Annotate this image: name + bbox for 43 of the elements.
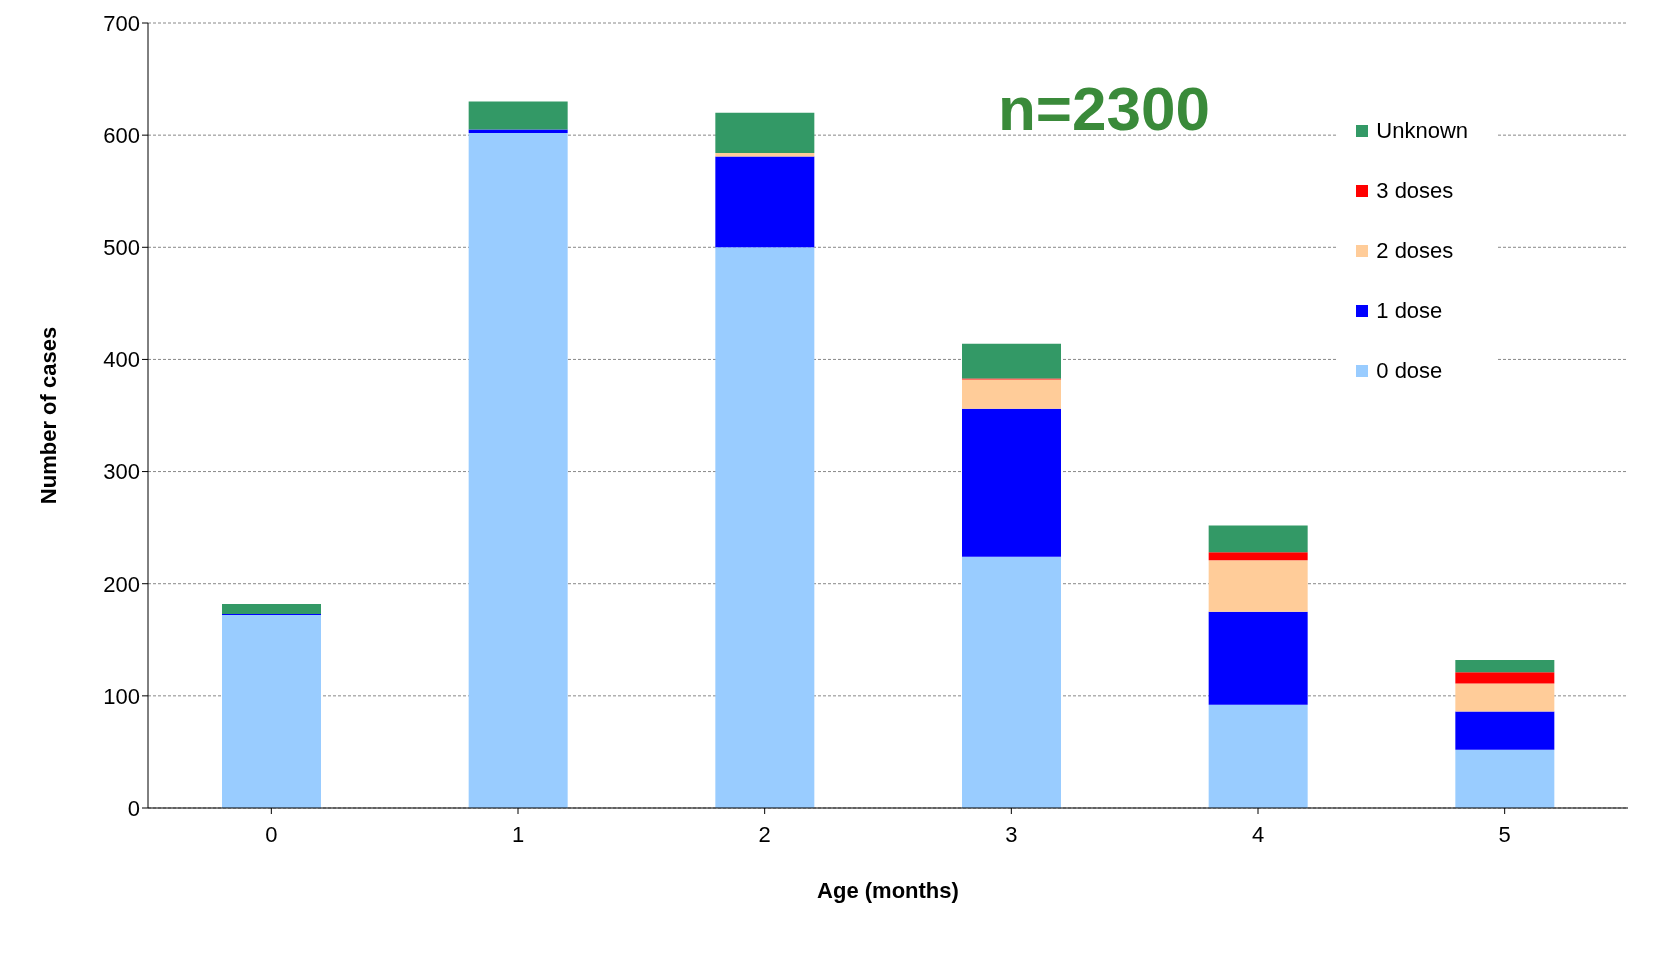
y-tick-label: 600 <box>103 122 140 148</box>
legend-label: Unknown <box>1375 117 1468 145</box>
bar <box>1455 672 1555 684</box>
bar <box>1208 525 1308 553</box>
bar <box>715 156 815 248</box>
bar <box>1455 683 1555 712</box>
bar <box>962 379 1061 409</box>
bar <box>962 343 1061 379</box>
x-tick-label: 5 <box>1498 821 1511 847</box>
y-tick-label: 700 <box>103 10 140 36</box>
bar <box>468 132 568 808</box>
x-tick-label: 3 <box>1005 821 1018 847</box>
legend-label: 0 dose <box>1375 357 1444 385</box>
bar <box>1455 749 1555 808</box>
legend-label: 1 dose <box>1375 297 1444 325</box>
x-tick-label: 1 <box>511 821 525 847</box>
y-tick-label: 400 <box>103 347 140 373</box>
bar <box>962 408 1061 557</box>
y-tick-label: 500 <box>103 235 140 261</box>
bar <box>1208 704 1308 808</box>
legend-label: 3 doses <box>1375 177 1455 205</box>
bar <box>715 247 815 808</box>
bar <box>715 112 815 154</box>
bar <box>1208 560 1308 612</box>
y-tick-label: 100 <box>103 683 140 709</box>
y-tick-label: 300 <box>103 459 140 485</box>
x-tick-label: 4 <box>1251 821 1265 847</box>
bar <box>222 615 321 808</box>
bar <box>1455 711 1555 750</box>
x-tick-label: 2 <box>758 821 771 847</box>
bar <box>962 556 1061 808</box>
y-tick-label: 0 <box>127 795 140 821</box>
bar <box>468 101 568 130</box>
bar <box>1208 611 1308 705</box>
annotation: n=2300 <box>998 73 1211 144</box>
x-tick-label: 0 <box>265 821 278 847</box>
y-tick-label: 200 <box>103 571 140 597</box>
y-axis-title: Number of cases <box>35 326 61 505</box>
bar <box>222 603 321 614</box>
legend-label: 2 doses <box>1375 237 1455 265</box>
x-axis-title: Age (months) <box>817 878 959 903</box>
bar <box>1455 659 1555 673</box>
bar <box>1208 552 1308 561</box>
